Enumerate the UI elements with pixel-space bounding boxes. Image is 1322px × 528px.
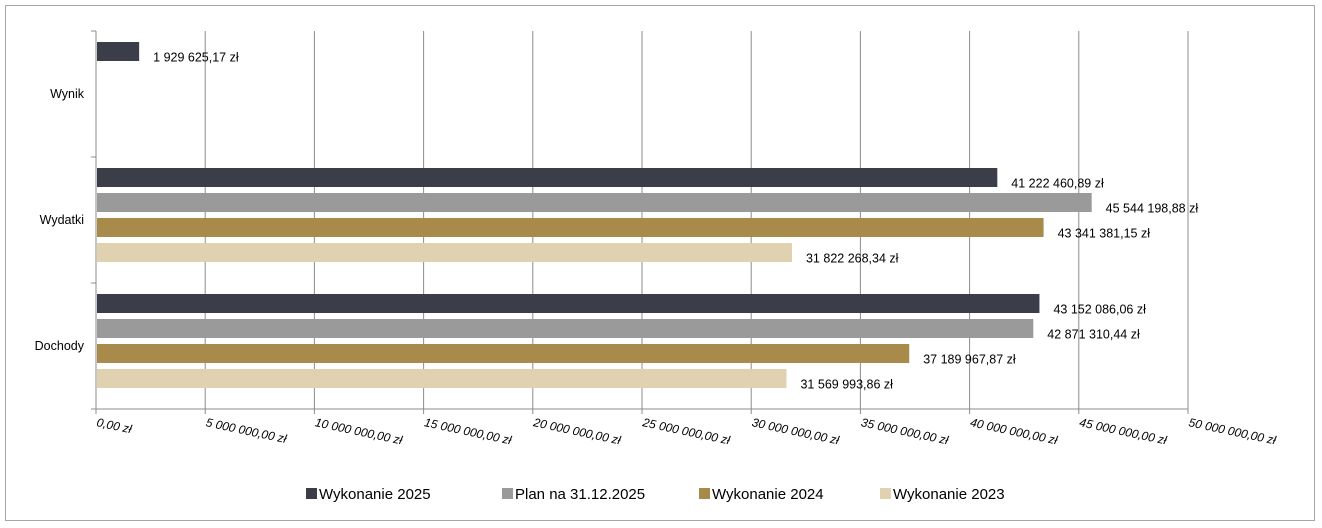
x-tick-label: 5 000 000,00 zł bbox=[205, 415, 289, 446]
x-tick-label: 40 000 000,00 zł bbox=[969, 415, 1059, 447]
x-tick-label: 50 000 000,00 zł bbox=[1187, 415, 1277, 447]
bar bbox=[97, 344, 910, 363]
data-label: 31 569 993,86 zł bbox=[800, 378, 893, 392]
legend-swatch bbox=[880, 488, 891, 499]
data-label: 41 222 460,89 zł bbox=[1011, 177, 1104, 191]
legend-swatch bbox=[306, 488, 317, 499]
x-tick-label: 30 000 000,00 zł bbox=[751, 415, 841, 447]
legend-entry: Plan na 31.12.2025 bbox=[515, 486, 645, 503]
data-label: 45 544 198,88 zł bbox=[1106, 202, 1199, 216]
x-tick-label: 25 000 000,00 zł bbox=[640, 415, 731, 447]
data-label: 43 341 381,15 zł bbox=[1058, 227, 1151, 241]
data-label: 42 871 310,44 zł bbox=[1047, 328, 1140, 342]
category-label: Dochody bbox=[35, 339, 85, 353]
bar bbox=[97, 168, 998, 187]
legend-entry: Wykonanie 2025 bbox=[319, 486, 431, 503]
x-tick-label: 35 000 000,00 zł bbox=[860, 415, 950, 447]
bar bbox=[97, 218, 1044, 237]
bar bbox=[97, 193, 1092, 212]
x-tick-label: 10 000 000,00 zł bbox=[314, 415, 404, 447]
bar bbox=[97, 369, 787, 388]
x-tick-label: 45 000 000,00 zł bbox=[1078, 415, 1168, 447]
bar bbox=[97, 243, 792, 262]
category-label: Wydatki bbox=[40, 213, 84, 227]
legend-swatch bbox=[502, 488, 513, 499]
data-label: 43 152 086,06 zł bbox=[1053, 303, 1146, 317]
bar bbox=[97, 294, 1040, 313]
data-label: 1 929 625,17 zł bbox=[153, 51, 239, 65]
legend-swatch bbox=[699, 488, 710, 499]
data-label: 31 822 268,34 zł bbox=[806, 252, 899, 266]
legend-entry: Wykonanie 2024 bbox=[712, 486, 824, 503]
x-tick-label: 0,00 zł bbox=[95, 415, 133, 436]
bar bbox=[97, 42, 140, 61]
category-label: Wynik bbox=[50, 87, 85, 101]
x-tick-label: 15 000 000,00 zł bbox=[423, 415, 513, 447]
data-label: 37 189 967,87 zł bbox=[923, 353, 1016, 367]
legend-entry: Wykonanie 2023 bbox=[893, 486, 1005, 503]
x-tick-label: 20 000 000,00 zł bbox=[531, 415, 622, 447]
chart-frame bbox=[5, 5, 1315, 521]
bar bbox=[97, 319, 1034, 338]
